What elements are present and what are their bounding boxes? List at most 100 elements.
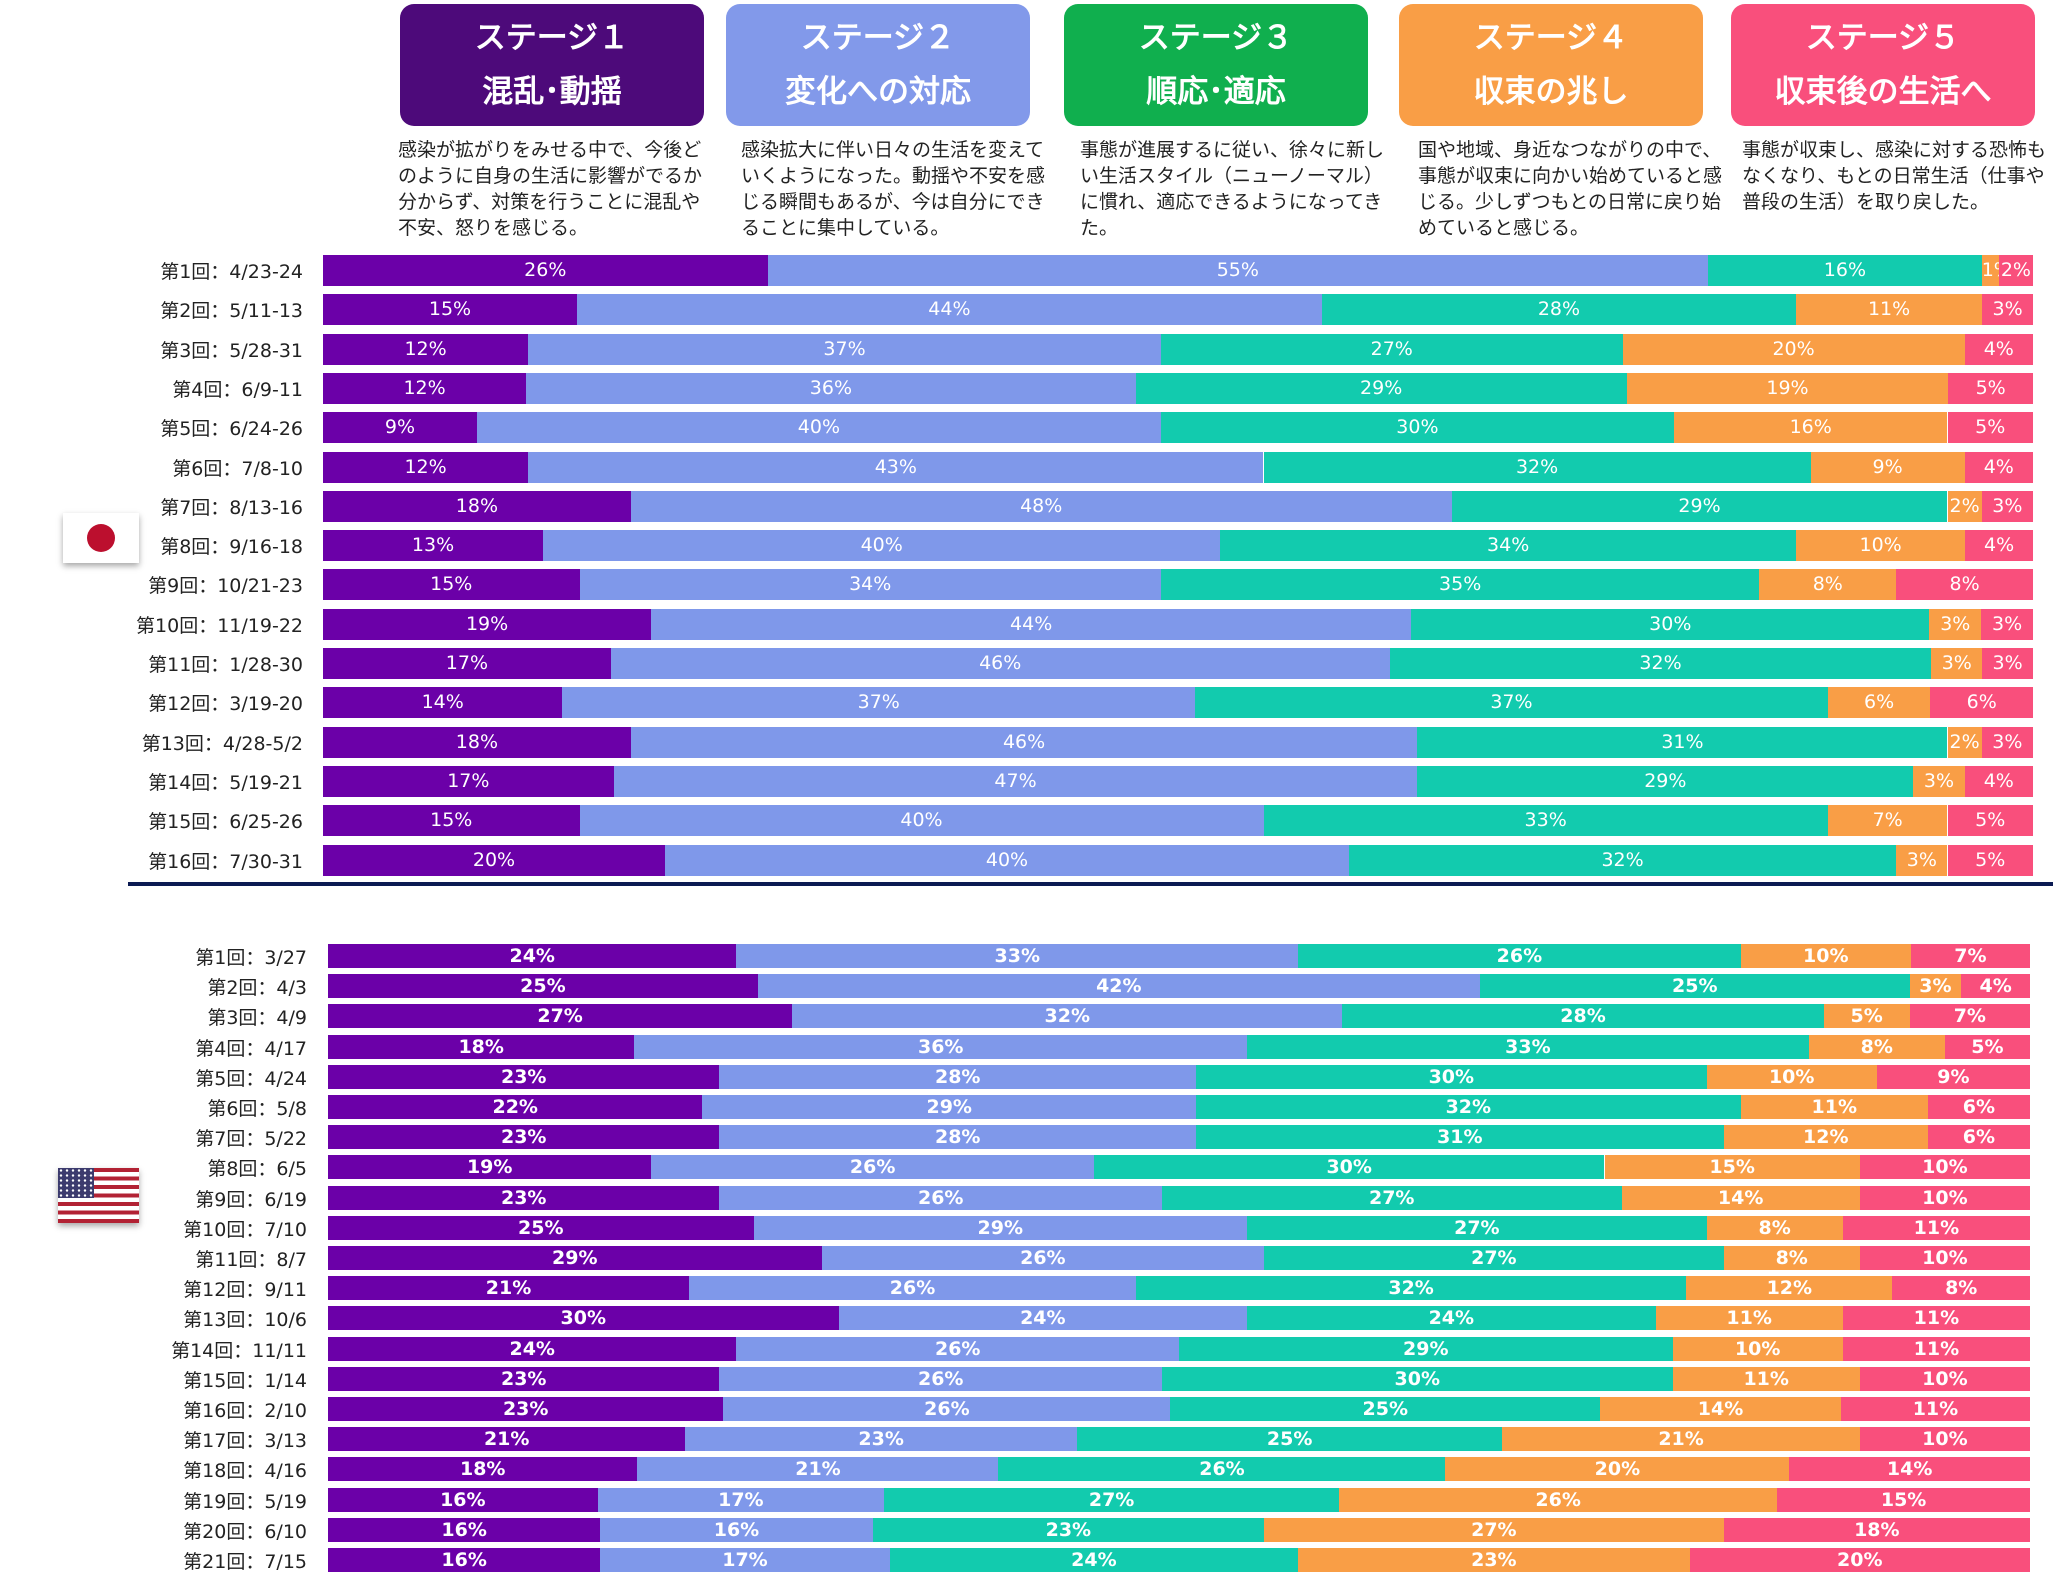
- usa-bar-segment-stage1: [328, 1064, 720, 1089]
- usa-bar-segment-stage4: [1339, 1487, 1778, 1512]
- japan-bar-segment-stage4: [1827, 687, 1931, 719]
- usa-bar-segment-stage4: [1706, 1064, 1877, 1089]
- usa-bar-segment-stage1: [328, 1366, 720, 1391]
- usa-bar-segment-stage4: [1808, 1034, 1945, 1059]
- usa-bar-segment-stage3: [1196, 1095, 1741, 1119]
- japan-bar-segment-stage3: [1160, 412, 1674, 444]
- usa-bar-segment-stage1: [328, 1306, 839, 1331]
- usa-bar-segment-stage5: [1909, 1004, 2030, 1029]
- usa-row-label: 第17回：3/13: [183, 1430, 307, 1453]
- usa-bar-segment-stage4: [1445, 1457, 1790, 1482]
- japan-row-label: 第16回：7/30-31: [148, 850, 303, 873]
- usa-bar-segment-stage2: [736, 1336, 1179, 1361]
- usa-bar-segment-stage5: [1859, 1155, 2030, 1180]
- usa-bar-segment-stage1: [328, 974, 758, 999]
- usa-bar-segment-stage5: [1789, 1457, 2030, 1482]
- japan-bar-segment-stage5: [1947, 412, 2033, 444]
- japan-bar-segment-stage5: [1896, 569, 2033, 601]
- usa-bar-segment-stage5: [1944, 1034, 2030, 1059]
- japan-bar-segment-stage5: [1947, 844, 2033, 876]
- japan-bar-segment-stage1: [323, 530, 544, 562]
- japan-row-label: 第1回：4/23-24: [160, 261, 303, 283]
- japan-row-label: 第14回：5/19-21: [148, 771, 303, 794]
- usa-bar-segment-stage2: [689, 1276, 1136, 1301]
- japan-bar-segment-stage1: [323, 569, 580, 601]
- usa-bar-segment-stage1: [328, 1336, 737, 1361]
- japan-bar-segment-stage4: [1947, 726, 1982, 758]
- usa-bar-segment-stage5: [1723, 1517, 2030, 1542]
- usa-bar-segment-stage5: [1961, 974, 2030, 999]
- japan-bar-segment-stage5: [1981, 608, 2033, 640]
- usa-flag-canton: [58, 1168, 94, 1198]
- usa-bar-segment-stage4: [1823, 1004, 1910, 1029]
- usa-row-label: 第14回：11/11: [171, 1339, 307, 1362]
- usa-bar-segment-stage4: [1604, 1155, 1860, 1180]
- japan-row-label: 第3回：5/28-31: [160, 339, 303, 362]
- japan-row-label: 第5回：6/24-26: [160, 418, 303, 441]
- japan-bar-segment-stage2: [610, 648, 1390, 679]
- japan-bar-segment-stage1: [323, 255, 768, 286]
- stage-1-title: ステージ１: [474, 20, 630, 56]
- japan-bar-segment-stage2: [562, 687, 1196, 719]
- japan-bar-segment-stage2: [613, 765, 1418, 797]
- usa-row-label: 第20回：6/10: [183, 1520, 307, 1543]
- usa-bar-segment-stage4: [1298, 1548, 1690, 1572]
- usa-bar-segment-stage3: [1247, 1306, 1656, 1331]
- japan-bar-segment-stage2: [528, 451, 1264, 483]
- stage-2-description: 感染拡大に伴い日々の生活を変えていくようになった。動揺や不安を感じる瞬間もあるが…: [741, 139, 1046, 239]
- japan-bar-segment-stage3: [1411, 608, 1930, 640]
- japan-bar-segment-stage2: [665, 844, 1349, 876]
- stage-1-subtitle: 混乱･動揺: [482, 74, 622, 110]
- usa-row-label: 第11回：8/7: [195, 1249, 307, 1271]
- japan-bar-segment-stage3: [1195, 687, 1828, 719]
- usa-row-label: 第12回：9/11: [183, 1279, 307, 1302]
- usa-bar-segment-stage3: [1161, 1366, 1673, 1391]
- usa-bar-segment-stage5: [1842, 1215, 2030, 1240]
- japan-bar-segment-stage1: [323, 648, 611, 679]
- japan-bar-segment-stage4: [1981, 255, 1999, 286]
- japan-bar-segment-stage2: [579, 569, 1161, 601]
- usa-bar-segment-stage3: [1247, 1034, 1809, 1059]
- japan-bar-segment-stage5: [1947, 805, 2033, 837]
- usa-bar-segment-stage2: [719, 1185, 1162, 1210]
- japan-bar-segment-stage5: [1965, 530, 2033, 562]
- usa-bar-segment-stage1: [328, 1155, 652, 1180]
- usa-bar-segment-stage1: [328, 1185, 720, 1210]
- japan-bar-segment-stage5: [1930, 687, 2033, 719]
- usa-row-label: 第1回：3/27: [195, 947, 307, 969]
- usa-bar-segment-stage2: [753, 1215, 1248, 1240]
- usa-row-label: 第8回：6/5: [207, 1158, 307, 1181]
- usa-bar-segment-stage1: [328, 1246, 822, 1270]
- japan-bar-segment-stage3: [1160, 569, 1760, 601]
- japan-row-label: 第9回：10/21-23: [148, 575, 303, 598]
- usa-bar-segment-stage1: [328, 1004, 793, 1029]
- japan-bar-segment-stage4: [1673, 412, 1948, 444]
- japan-bar-segment-stage3: [1135, 372, 1627, 404]
- usa-bar-segment-stage5: [1689, 1548, 2030, 1572]
- usa-bar-segment-stage3: [998, 1457, 1446, 1482]
- stage-5-subtitle: 収束後の生活へ: [1774, 74, 1992, 110]
- usa-bar-segment-stage2: [838, 1306, 1248, 1331]
- japan-bar-segment-stage1: [323, 294, 577, 326]
- usa-bar-segment-stage2: [719, 1064, 1196, 1089]
- usa-bar-segment-stage1: [328, 1215, 754, 1240]
- japan-bar-segment-stage4: [1929, 608, 1982, 640]
- usa-bar-segment-stage1: [328, 1397, 724, 1421]
- japan-bar-segment-stage3: [1451, 490, 1948, 522]
- japan-bar-segment-stage1: [323, 490, 631, 522]
- japan-bar-segment-stage3: [1160, 333, 1623, 365]
- usa-bar-segment-stage2: [651, 1155, 1094, 1180]
- japan-row-label: 第13回：4/28-5/2: [141, 732, 303, 755]
- chart-divider: [128, 882, 2053, 886]
- japan-bar-segment-stage4: [1626, 372, 1949, 404]
- japan-row-label: 第15回：6/25-26: [148, 811, 303, 834]
- usa-bar-segment-stage4: [1740, 1095, 1928, 1119]
- usa-bar-segment-stage4: [1621, 1185, 1860, 1210]
- usa-bar-segment-stage1: [328, 1517, 601, 1542]
- usa-bar-segment-stage2: [719, 1366, 1162, 1391]
- usa-bar-segment-stage2: [685, 1427, 1077, 1452]
- japan-bar-segment-stage3: [1389, 648, 1932, 679]
- usa-bar-segment-stage3: [1479, 974, 1910, 999]
- usa-bar-segment-stage3: [1161, 1185, 1622, 1210]
- usa-bar-segment-stage3: [1196, 1125, 1724, 1150]
